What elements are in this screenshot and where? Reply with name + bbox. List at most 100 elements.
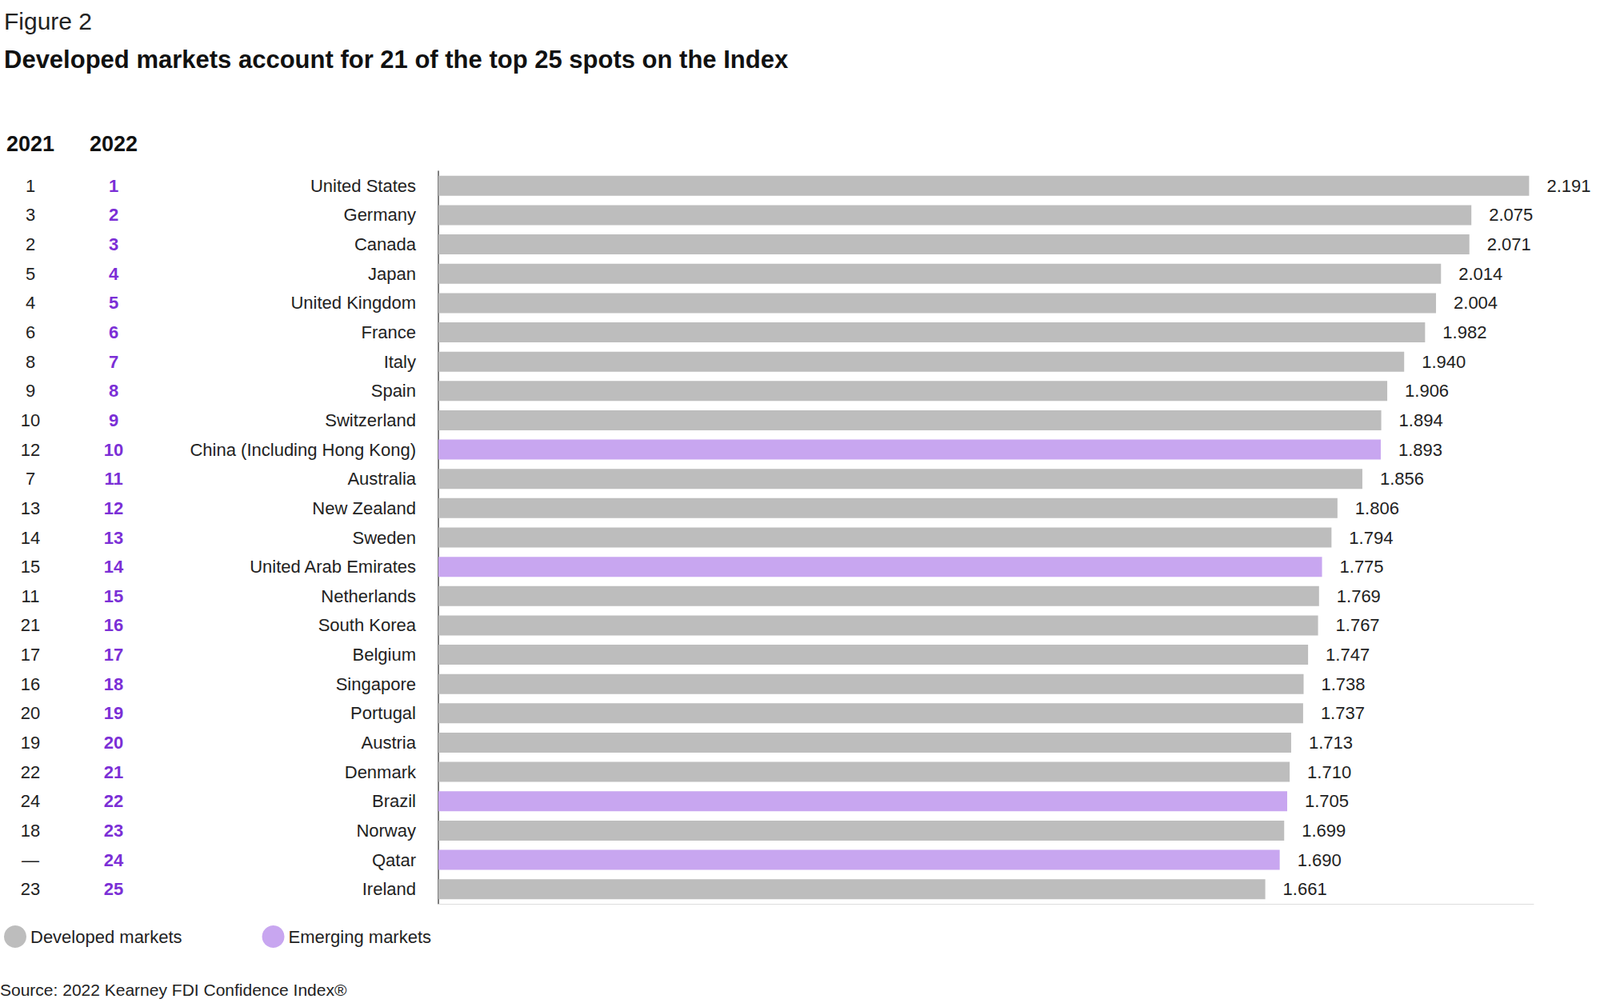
- svg-text:1.767: 1.767: [1336, 615, 1380, 636]
- svg-text:Qatar: Qatar: [372, 850, 416, 871]
- svg-text:Spain: Spain: [371, 380, 416, 401]
- svg-text:Netherlands: Netherlands: [320, 586, 416, 607]
- svg-text:4: 4: [108, 264, 120, 284]
- svg-text:17: 17: [20, 644, 40, 665]
- svg-text:4: 4: [25, 292, 36, 313]
- svg-text:3: 3: [25, 204, 36, 225]
- svg-text:Japan: Japan: [368, 264, 416, 284]
- svg-text:21: 21: [20, 615, 40, 636]
- svg-text:Austria: Austria: [361, 732, 417, 753]
- svg-text:1.940: 1.940: [1421, 352, 1466, 372]
- svg-text:2.075: 2.075: [1488, 204, 1533, 225]
- svg-text:12: 12: [20, 440, 40, 460]
- svg-text:16: 16: [20, 674, 40, 695]
- svg-text:21: 21: [104, 762, 124, 783]
- svg-text:15: 15: [20, 556, 40, 577]
- svg-text:1.769: 1.769: [1336, 586, 1381, 607]
- svg-text:Ireland: Ireland: [362, 879, 416, 900]
- svg-text:South Korea: South Korea: [318, 615, 417, 636]
- svg-text:8: 8: [25, 352, 36, 372]
- svg-text:5: 5: [25, 264, 36, 284]
- svg-text:20: 20: [104, 732, 124, 753]
- svg-text:1.710: 1.710: [1307, 762, 1352, 783]
- svg-text:1.699: 1.699: [1301, 820, 1346, 841]
- svg-text:Denmark: Denmark: [344, 762, 417, 783]
- svg-text:2: 2: [108, 204, 119, 225]
- svg-text:1.794: 1.794: [1348, 528, 1393, 548]
- svg-text:Norway: Norway: [356, 820, 416, 841]
- svg-text:1.856: 1.856: [1380, 468, 1424, 489]
- svg-text:United Kingdom: United Kingdom: [290, 292, 416, 313]
- svg-text:22: 22: [20, 762, 40, 783]
- svg-text:12: 12: [104, 498, 124, 519]
- svg-text:2.191: 2.191: [1546, 176, 1591, 196]
- svg-text:1.738: 1.738: [1321, 674, 1366, 695]
- svg-text:1.806: 1.806: [1355, 498, 1400, 519]
- svg-text:Source: 2022 Kearney FDI Confi: Source: 2022 Kearney FDI Confidence Inde…: [0, 980, 348, 1000]
- svg-text:20: 20: [20, 703, 40, 724]
- svg-text:24: 24: [104, 850, 124, 871]
- svg-text:10: 10: [104, 440, 124, 460]
- svg-text:Brazil: Brazil: [372, 791, 416, 812]
- svg-text:19: 19: [104, 703, 124, 724]
- svg-text:1: 1: [108, 176, 119, 196]
- svg-text:2022: 2022: [89, 132, 138, 156]
- svg-text:18: 18: [20, 820, 40, 841]
- svg-text:New Zealand: New Zealand: [312, 498, 416, 519]
- svg-text:6: 6: [108, 322, 119, 343]
- svg-text:2.004: 2.004: [1453, 292, 1498, 313]
- svg-text:Figure 2: Figure 2: [4, 8, 92, 35]
- svg-text:Developed markets account for: Developed markets account for 21 of the …: [4, 45, 789, 74]
- svg-text:2021: 2021: [6, 132, 55, 156]
- svg-text:China (Including Hong Kong): China (Including Hong Kong): [189, 440, 416, 460]
- svg-text:13: 13: [20, 498, 40, 519]
- svg-text:Belgium: Belgium: [352, 644, 416, 665]
- svg-text:24: 24: [20, 791, 40, 812]
- svg-text:Developed markets: Developed markets: [30, 927, 183, 948]
- svg-text:Australia: Australia: [347, 468, 416, 489]
- svg-text:2: 2: [25, 234, 36, 255]
- svg-text:13: 13: [104, 528, 124, 548]
- svg-text:Sweden: Sweden: [352, 528, 416, 548]
- svg-text:7: 7: [25, 468, 36, 489]
- svg-text:1.747: 1.747: [1325, 644, 1370, 665]
- svg-text:23: 23: [104, 820, 124, 841]
- svg-text:2.014: 2.014: [1458, 264, 1503, 284]
- svg-text:22: 22: [104, 791, 124, 812]
- svg-text:1.690: 1.690: [1297, 850, 1342, 871]
- svg-text:Emerging markets: Emerging markets: [288, 927, 432, 948]
- svg-text:9: 9: [25, 380, 36, 401]
- svg-text:1.661: 1.661: [1283, 879, 1328, 900]
- svg-text:19: 19: [20, 732, 40, 753]
- svg-text:14: 14: [104, 556, 124, 577]
- svg-text:France: France: [361, 322, 416, 343]
- svg-text:Canada: Canada: [354, 234, 417, 255]
- svg-text:Singapore: Singapore: [336, 674, 416, 695]
- svg-text:8: 8: [108, 380, 119, 401]
- svg-text:7: 7: [108, 352, 119, 372]
- svg-text:6: 6: [25, 322, 36, 343]
- svg-text:1.737: 1.737: [1320, 703, 1365, 724]
- svg-text:United States: United States: [310, 176, 416, 196]
- svg-text:11: 11: [21, 586, 40, 607]
- svg-text:2.071: 2.071: [1487, 234, 1532, 255]
- svg-text:1.705: 1.705: [1304, 791, 1349, 812]
- svg-text:1.906: 1.906: [1404, 380, 1449, 401]
- svg-text:—: —: [21, 850, 40, 871]
- svg-text:Italy: Italy: [384, 352, 416, 372]
- svg-text:17: 17: [104, 644, 124, 665]
- svg-text:United Arab Emirates: United Arab Emirates: [249, 556, 416, 577]
- svg-text:11: 11: [104, 468, 123, 489]
- svg-text:3: 3: [108, 234, 119, 255]
- svg-text:10: 10: [20, 410, 40, 431]
- svg-text:23: 23: [20, 879, 40, 900]
- svg-text:1.775: 1.775: [1340, 556, 1384, 577]
- svg-text:1.893: 1.893: [1398, 440, 1443, 460]
- svg-text:1.982: 1.982: [1442, 322, 1487, 343]
- svg-text:9: 9: [108, 410, 119, 431]
- svg-text:25: 25: [104, 879, 124, 900]
- svg-text:18: 18: [104, 674, 124, 695]
- svg-text:14: 14: [20, 528, 40, 548]
- svg-text:1: 1: [25, 176, 36, 196]
- svg-text:1.713: 1.713: [1308, 732, 1353, 753]
